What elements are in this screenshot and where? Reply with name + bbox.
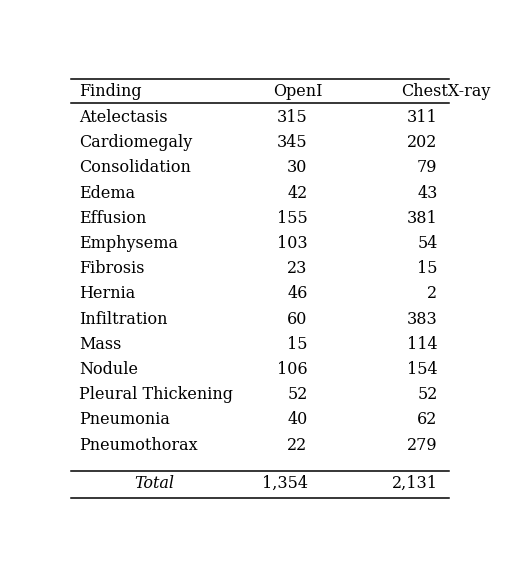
Text: Effusion: Effusion xyxy=(79,210,147,227)
Text: ChestX-ray: ChestX-ray xyxy=(401,83,490,100)
Text: 60: 60 xyxy=(287,311,307,328)
Text: 381: 381 xyxy=(407,210,437,227)
Text: 15: 15 xyxy=(417,260,437,277)
Text: 22: 22 xyxy=(288,437,307,453)
Text: 202: 202 xyxy=(407,134,437,151)
Text: Nodule: Nodule xyxy=(79,361,138,378)
Text: 43: 43 xyxy=(417,184,437,202)
Text: 383: 383 xyxy=(407,311,437,328)
Text: Total: Total xyxy=(134,475,174,492)
Text: 52: 52 xyxy=(417,386,437,403)
Text: 279: 279 xyxy=(407,437,437,453)
Text: 114: 114 xyxy=(407,336,437,353)
Text: Pleural Thickening: Pleural Thickening xyxy=(79,386,233,403)
Text: 311: 311 xyxy=(407,109,437,126)
Text: Infiltration: Infiltration xyxy=(79,311,168,328)
Text: 345: 345 xyxy=(277,134,307,151)
Text: 42: 42 xyxy=(288,184,307,202)
Text: 79: 79 xyxy=(417,160,437,177)
Text: 154: 154 xyxy=(407,361,437,378)
Text: OpenI: OpenI xyxy=(273,83,323,100)
Text: 54: 54 xyxy=(417,235,437,252)
Text: 155: 155 xyxy=(277,210,307,227)
Text: 52: 52 xyxy=(287,386,307,403)
Text: 62: 62 xyxy=(417,411,437,429)
Text: 106: 106 xyxy=(277,361,307,378)
Text: Atelectasis: Atelectasis xyxy=(79,109,168,126)
Text: 15: 15 xyxy=(287,336,307,353)
Text: 315: 315 xyxy=(277,109,307,126)
Text: Finding: Finding xyxy=(79,83,142,100)
Text: 2: 2 xyxy=(427,285,437,302)
Text: Pneumothorax: Pneumothorax xyxy=(79,437,198,453)
Text: Edema: Edema xyxy=(79,184,135,202)
Text: Consolidation: Consolidation xyxy=(79,160,191,177)
Text: 40: 40 xyxy=(288,411,307,429)
Text: Pneumonia: Pneumonia xyxy=(79,411,170,429)
Text: Fibrosis: Fibrosis xyxy=(79,260,145,277)
Text: 2,131: 2,131 xyxy=(392,475,437,492)
Text: 103: 103 xyxy=(277,235,307,252)
Text: Mass: Mass xyxy=(79,336,121,353)
Text: 30: 30 xyxy=(287,160,307,177)
Text: 46: 46 xyxy=(287,285,307,302)
Text: Cardiomegaly: Cardiomegaly xyxy=(79,134,193,151)
Text: Hernia: Hernia xyxy=(79,285,136,302)
Text: Emphysema: Emphysema xyxy=(79,235,178,252)
Text: 1,354: 1,354 xyxy=(262,475,307,492)
Text: 23: 23 xyxy=(287,260,307,277)
